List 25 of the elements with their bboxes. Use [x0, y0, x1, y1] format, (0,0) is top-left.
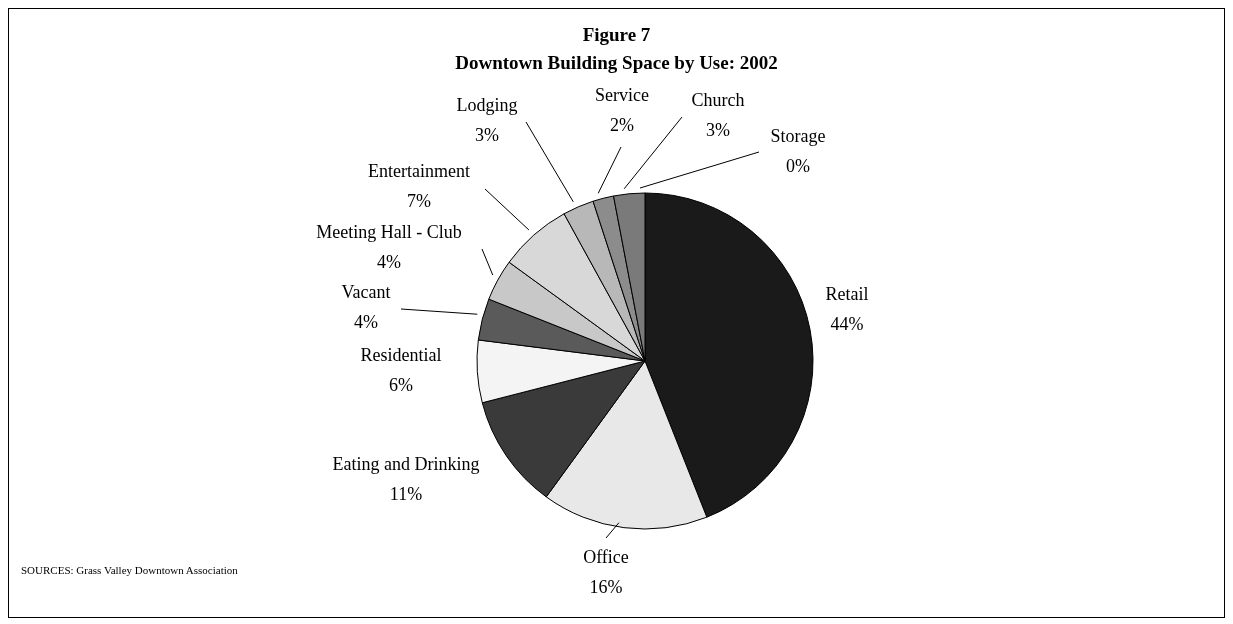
chart-subtitle: Downtown Building Space by Use: 2002 [454, 51, 779, 75]
data-label: 3% [475, 125, 499, 145]
slice-label: Meeting Hall - Club [316, 222, 462, 242]
slice-label: Residential [360, 345, 442, 365]
slice-label: Vacant [341, 282, 391, 302]
slice-label: Lodging [456, 95, 518, 115]
category-label: Storage [770, 126, 826, 146]
slice-label: Retail [825, 284, 869, 304]
text: 0% [786, 156, 810, 176]
data-label: 7% [407, 191, 431, 211]
data-label: 3% [706, 120, 730, 140]
data-label: 16% [589, 577, 623, 597]
source-note: SOURCES: Grass Valley Downtown Association [21, 563, 238, 578]
slice-label: Eating and Drinking [332, 454, 480, 474]
data-label: 4% [354, 312, 378, 332]
slice-label: Office [583, 547, 629, 567]
data-label: 2% [610, 115, 634, 135]
data-label: 44% [830, 314, 864, 334]
slice-label: Service [595, 85, 649, 105]
data-label: 11% [389, 484, 423, 504]
slice-label: Church [691, 90, 745, 110]
chart-title: Figure 7 [581, 23, 652, 47]
data-label: 6% [389, 375, 413, 395]
data-label: 4% [377, 252, 401, 272]
slice-label: Entertainment [368, 161, 470, 181]
